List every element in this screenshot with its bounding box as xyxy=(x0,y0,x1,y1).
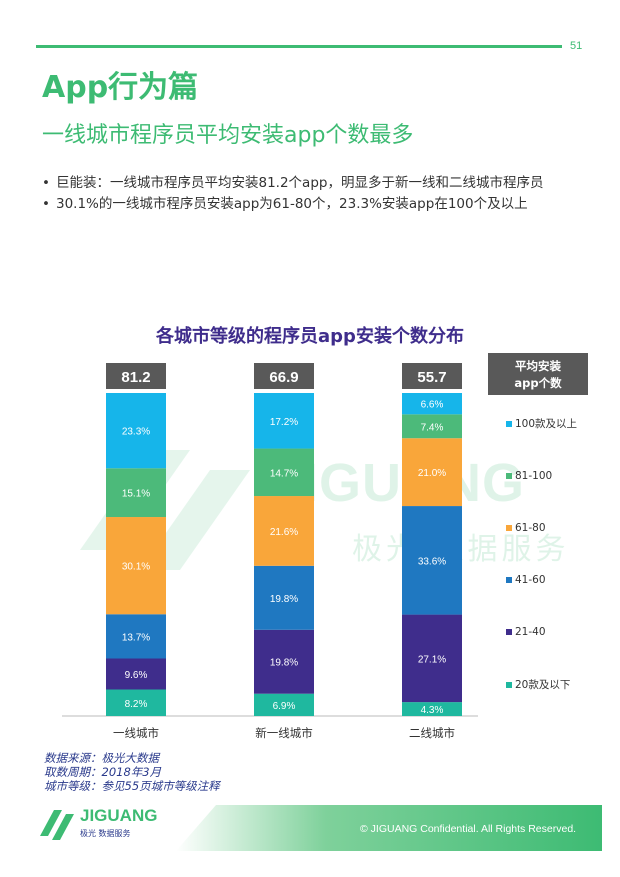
watermark-brand: JIGUANG xyxy=(272,453,526,513)
source-notes: 数据来源：极光大数据 取数周期：2018年3月 城市等级：参见55页城市等级注释 xyxy=(44,751,220,793)
bar-segment xyxy=(402,414,462,439)
legend-swatch xyxy=(506,629,512,635)
bullet-text: 巨能装：一线城市程序员平均安装81.2个app，明显多于新一线和二线城市程序员 xyxy=(56,175,544,191)
legend-swatch xyxy=(506,577,512,583)
data-label: 19.8% xyxy=(270,658,298,669)
bar-segment xyxy=(106,614,166,659)
average-value: 81.2 xyxy=(121,369,150,386)
data-label: 14.7% xyxy=(270,468,298,479)
bullet-dot: • xyxy=(42,175,50,191)
page-number: 51 xyxy=(570,40,583,52)
data-label: 15.1% xyxy=(122,489,150,500)
data-label: 6.6% xyxy=(421,400,444,411)
bullet-text: 30.1%的一线城市程序员安装app为61-80个，23.3%安装app在100… xyxy=(56,196,528,212)
bar-segment xyxy=(254,393,314,449)
bar-segment xyxy=(254,448,314,497)
data-label: 4.3% xyxy=(421,705,444,716)
bar-segment xyxy=(106,689,166,716)
bar-segment xyxy=(402,614,462,703)
data-label: 7.4% xyxy=(421,422,444,433)
source-line: 城市等级：参见55页城市等级注释 xyxy=(44,779,220,793)
data-label: 13.7% xyxy=(122,632,150,643)
jiguang-logo-icon xyxy=(40,810,74,840)
bullet-dot: • xyxy=(42,196,50,212)
bar-segment xyxy=(402,438,462,507)
legend-entry: 61-80 xyxy=(515,522,546,534)
data-label: 30.1% xyxy=(122,562,150,573)
legend-swatch xyxy=(506,682,512,688)
average-value: 55.7 xyxy=(417,369,446,386)
bullet-list: • 巨能装：一线城市程序员平均安装81.2个app，明显多于新一线和二线城市程序… xyxy=(42,174,582,216)
category-tick-label: 一线城市 xyxy=(113,726,159,740)
footer-copyright: © JIGUANG Confidential. All Rights Reser… xyxy=(360,823,577,835)
data-label: 23.3% xyxy=(122,427,150,438)
average-box xyxy=(402,363,462,389)
bar-segment xyxy=(402,393,462,415)
legend-entry: 81-100 xyxy=(515,470,552,482)
legend-swatch xyxy=(506,421,512,427)
data-label: 21.6% xyxy=(270,527,298,538)
legend-entry: 21-40 xyxy=(515,626,546,638)
bar-segment xyxy=(254,565,314,630)
page-subtitle: 一线城市程序员平均安装app个数最多 xyxy=(42,123,414,148)
bar-segment xyxy=(254,629,314,694)
bar-segment xyxy=(106,468,166,518)
data-label: 33.6% xyxy=(418,556,446,567)
top-rule xyxy=(36,45,562,48)
logo-text: JIGUANG xyxy=(80,806,158,825)
footer-band xyxy=(176,805,602,851)
data-label: 27.1% xyxy=(418,654,446,665)
legend-entry: 100款及以上 xyxy=(515,417,577,430)
bar-segment xyxy=(106,393,166,469)
section-title: App行为篇 xyxy=(42,70,199,105)
legend-entry: 20款及以下 xyxy=(515,678,570,691)
chart-title: 各城市等级的程序员app安装个数分布 xyxy=(156,326,464,347)
average-box xyxy=(254,363,314,389)
category-tick-label: 二线城市 xyxy=(409,726,455,740)
average-box xyxy=(106,363,166,389)
category-tick-label: 新一线城市 xyxy=(255,726,313,740)
data-label: 17.2% xyxy=(270,417,298,428)
bullet-item: • 巨能装：一线城市程序员平均安装81.2个app，明显多于新一线和二线城市程序… xyxy=(42,174,582,193)
bar-segment xyxy=(106,658,166,690)
bar-segment xyxy=(254,693,314,716)
source-line: 取数周期：2018年3月 xyxy=(44,765,162,779)
bar-segment xyxy=(402,506,462,615)
legend-entry: 41-60 xyxy=(515,574,546,586)
legend-header-box xyxy=(488,353,588,395)
data-label: 6.9% xyxy=(273,701,296,712)
average-value: 66.9 xyxy=(269,369,298,386)
legend-header-line2: app个数 xyxy=(514,376,562,390)
stacked-bar-chart: 8.2% 9.6% 13.7% 30.1% 15.1% 23.3% 81.2 一线城市 6.9%… xyxy=(62,353,588,740)
data-label: 21.0% xyxy=(418,468,446,479)
bar-segment xyxy=(254,496,314,566)
data-label: 8.2% xyxy=(125,699,148,710)
bar-segment xyxy=(106,517,166,615)
data-label: 19.8% xyxy=(270,594,298,605)
data-label: 9.6% xyxy=(125,670,148,681)
source-line: 数据来源：极光大数据 xyxy=(44,751,159,765)
legend-header-line1: 平均安装 xyxy=(515,359,561,373)
logo-sub: 极光 数据服务 xyxy=(80,829,131,838)
legend-swatch xyxy=(506,525,512,531)
bar-segment xyxy=(402,702,462,716)
legend-swatch xyxy=(506,473,512,479)
bullet-item: • 30.1%的一线城市程序员安装app为61-80个，23.3%安装app在1… xyxy=(42,195,582,214)
